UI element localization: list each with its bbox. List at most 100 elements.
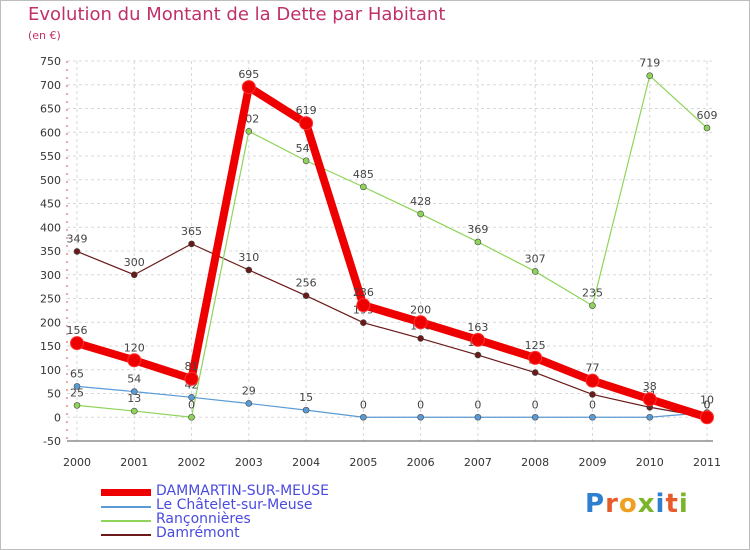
data-label: 365	[181, 225, 202, 238]
data-label: 256	[296, 277, 317, 290]
y-tick-label: 100	[40, 364, 61, 377]
x-tick-label: 2009	[578, 456, 606, 469]
data-point	[360, 319, 367, 327]
x-tick-label: 2001	[120, 456, 148, 469]
data-label: 54	[127, 373, 141, 386]
data-label: 200	[410, 303, 431, 316]
x-tick-label: 2003	[235, 456, 263, 469]
x-tick-label: 2010	[636, 456, 664, 469]
legend-label: DAMMARTIN-SUR-MEUSE	[156, 483, 330, 499]
data-label: 81	[185, 360, 199, 373]
data-label: 15	[299, 391, 313, 404]
legend-label: Rançonnières	[156, 511, 251, 527]
data-point	[703, 124, 711, 132]
data-point	[474, 351, 482, 359]
logo-letter: x	[637, 489, 656, 519]
data-label: 0	[704, 398, 711, 411]
y-tick-label: 700	[40, 79, 61, 92]
logo-letter: i	[655, 489, 666, 519]
y-tick-label: 500	[40, 174, 61, 187]
data-point	[700, 410, 714, 425]
data-point	[73, 402, 81, 409]
x-tick-label: 2005	[349, 456, 377, 469]
logo-letter: o	[618, 489, 638, 519]
data-point	[417, 413, 424, 421]
data-point	[245, 400, 253, 407]
data-label: 485	[353, 168, 374, 181]
y-tick-label: 250	[40, 293, 61, 306]
data-label: 349	[67, 232, 88, 245]
data-label: 29	[242, 384, 256, 397]
data-label: 0	[188, 398, 195, 411]
logo-letter: t	[665, 489, 679, 519]
data-point	[531, 268, 539, 275]
data-label: 0	[360, 398, 367, 411]
x-tick-label: 2004	[292, 456, 320, 469]
data-label: 307	[525, 252, 546, 265]
y-tick-label: 650	[40, 103, 61, 116]
series-line	[76, 243, 708, 418]
x-tick-label: 2008	[521, 456, 549, 469]
data-label: 13	[127, 392, 141, 405]
logo-letter: i	[678, 489, 689, 519]
legend-label: Damrémont	[156, 525, 240, 541]
y-tick-label: 400	[40, 221, 61, 234]
data-label: 10	[700, 394, 714, 407]
data-point	[528, 350, 543, 365]
data-point	[302, 157, 310, 165]
y-tick-label: 150	[40, 340, 61, 353]
x-tick-label: 2006	[407, 456, 435, 469]
chart-subtitle: (en €)	[28, 29, 61, 42]
data-point	[360, 183, 367, 191]
data-point	[585, 373, 600, 388]
data-point	[302, 292, 310, 299]
y-tick-label: 600	[40, 126, 61, 139]
data-point	[531, 369, 539, 376]
data-point	[589, 302, 596, 309]
series-line	[75, 83, 709, 422]
data-point	[531, 413, 539, 421]
data-point	[417, 335, 424, 342]
data-label: 619	[296, 104, 317, 117]
data-label: 120	[124, 341, 145, 354]
data-label: 156	[67, 324, 88, 337]
data-point	[417, 210, 424, 218]
data-label: 695	[238, 68, 259, 81]
data-point	[130, 271, 138, 279]
data-point	[413, 315, 428, 330]
data-point	[188, 413, 195, 421]
legend-swatch	[101, 534, 151, 536]
data-point	[184, 371, 199, 386]
data-point	[245, 266, 253, 274]
data-point	[245, 128, 253, 135]
data-point	[241, 80, 256, 95]
data-label: 65	[70, 367, 84, 380]
data-point	[589, 413, 596, 421]
data-label: 0	[704, 398, 711, 411]
y-tick-label: 300	[40, 269, 61, 282]
data-point	[302, 406, 310, 414]
data-label: 163	[467, 321, 488, 334]
data-point	[589, 391, 596, 398]
data-point	[356, 298, 371, 313]
data-label: 300	[124, 256, 145, 269]
x-tick-label: 2002	[178, 456, 206, 469]
y-tick-label: 0	[54, 411, 61, 424]
x-tick-label: 2007	[464, 456, 492, 469]
data-point	[646, 413, 654, 421]
y-tick-label: 350	[40, 245, 61, 258]
legend-swatch	[101, 520, 151, 522]
proxiti-logo: Proxiti	[585, 489, 689, 519]
data-point	[73, 383, 81, 390]
legend-swatch	[101, 489, 151, 496]
data-point	[130, 388, 138, 395]
data-label: 428	[410, 195, 431, 208]
legend-label: Le Châtelet-sur-Meuse	[156, 497, 313, 513]
data-point	[470, 332, 485, 347]
data-point	[188, 393, 195, 401]
data-point	[127, 353, 142, 368]
y-tick-label: -50	[43, 435, 61, 448]
data-point	[299, 116, 314, 131]
logo-letter: P	[585, 489, 606, 519]
data-point	[73, 248, 81, 255]
